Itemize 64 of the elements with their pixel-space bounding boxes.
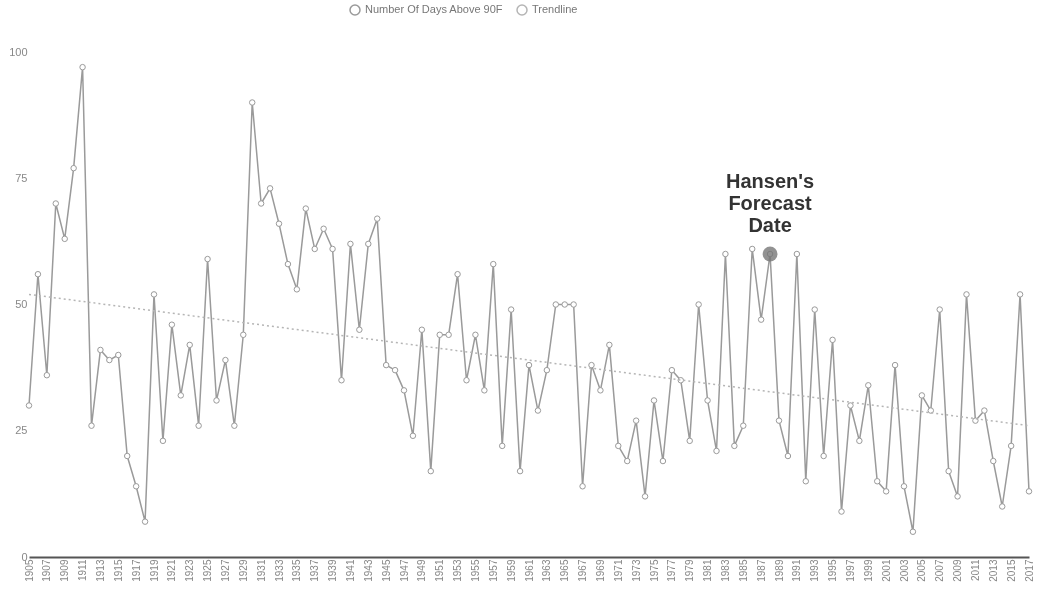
x-tick-label: 1933: [273, 559, 285, 582]
x-tick-label: 1943: [362, 559, 374, 582]
x-tick-label: 1981: [702, 559, 714, 582]
x-tick-label: 1959: [505, 559, 517, 582]
x-tick-label: 1995: [827, 559, 839, 582]
x-tick-label: 1909: [59, 559, 71, 582]
x-tick-label: 1931: [255, 559, 267, 582]
x-tick-label: 1979: [684, 559, 696, 582]
x-tick-label: 1947: [398, 559, 410, 582]
x-tick-label: 1945: [380, 559, 392, 582]
x-tick-label: 1985: [737, 559, 749, 582]
x-tick-label: 1929: [237, 559, 249, 582]
x-tick-label: 1957: [487, 559, 499, 582]
x-tick-label: 1923: [184, 559, 196, 582]
x-tick-label: 2017: [1023, 559, 1035, 582]
x-tick-label: 1949: [416, 559, 428, 582]
x-tick-label: 1993: [809, 559, 821, 582]
x-tick-label: 1917: [130, 559, 142, 582]
x-tick-label: 1907: [41, 559, 53, 582]
x-tick-label: 1915: [112, 559, 124, 582]
x-tick-label: 1987: [755, 559, 767, 582]
x-tick-label: 1935: [291, 559, 303, 582]
x-tick-label: 1955: [469, 559, 481, 582]
x-tick-label: 2005: [916, 559, 928, 582]
x-tick-label: 1969: [594, 559, 606, 582]
x-tick-label: 2007: [934, 559, 946, 582]
x-tick-label: 2013: [987, 559, 999, 582]
x-tick-label: 1965: [559, 559, 571, 582]
x-tick-label: 1989: [773, 559, 785, 582]
x-tick-label: 1975: [648, 559, 660, 582]
y-tick-label: 75: [15, 171, 28, 184]
x-tick-label: 1921: [166, 559, 178, 582]
x-tick-label: 1913: [94, 559, 106, 582]
x-tick-label: 2015: [1005, 559, 1017, 582]
x-tick-label: 1911: [77, 559, 89, 582]
y-tick-label: 50: [15, 298, 28, 310]
y-tick-label: 0: [21, 550, 28, 563]
x-tick-label: 1977: [666, 559, 678, 582]
x-tick-label: 1937: [309, 559, 321, 582]
x-tick-label: 1953: [452, 559, 464, 582]
x-tick-label: 1961: [523, 559, 535, 582]
legend-label: Trendline: [532, 3, 578, 15]
x-tick-label: 1983: [719, 559, 731, 582]
x-tick-label: 1963: [541, 559, 553, 582]
x-tick-label: 1941: [344, 559, 356, 582]
x-tick-label: 2003: [898, 559, 910, 582]
x-tick-label: 1991: [791, 559, 803, 582]
annotation: Hansen's Forecast Date: [726, 170, 815, 236]
x-tick-label: 2009: [952, 559, 964, 582]
y-tick-label: 25: [15, 424, 28, 437]
x-tick-label: 2011: [969, 559, 981, 582]
x-tick-label: 1939: [327, 559, 339, 582]
y-tick-label: 100: [9, 45, 28, 58]
x-tick-label: 2001: [880, 559, 892, 582]
x-tick-label: 1951: [434, 559, 446, 582]
x-tick-label: 1927: [219, 559, 231, 582]
x-tick-label: 1967: [577, 559, 589, 582]
x-tick-label: 1919: [148, 559, 160, 582]
x-tick-label: 1925: [202, 559, 214, 582]
x-tick-label: 1997: [844, 559, 856, 582]
x-tick-label: 1999: [862, 559, 874, 582]
x-tick-label: 1973: [630, 559, 642, 582]
legend-label: Number Of Days Above 90F: [365, 3, 503, 15]
x-tick-label: 1971: [612, 559, 624, 582]
